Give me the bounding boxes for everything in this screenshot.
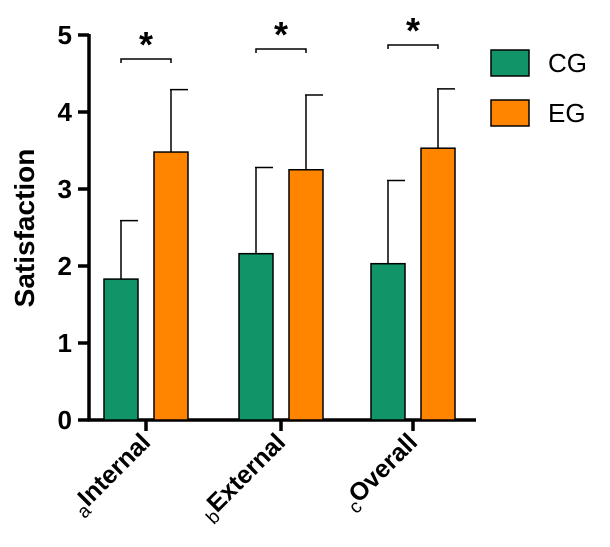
significance-bracket — [387, 44, 439, 49]
legend-label-cg: CG — [548, 48, 587, 78]
significance-star: * — [406, 10, 420, 51]
bar-cg-external — [238, 252, 274, 421]
y-axis: 0 1 2 3 4 5 — [58, 20, 476, 435]
significance-bracket — [120, 58, 172, 63]
significance-bracket — [255, 48, 307, 53]
significance-star: * — [139, 24, 153, 65]
bars — [103, 147, 456, 421]
y-tick-label: 5 — [58, 20, 72, 50]
legend-swatch-cg — [490, 49, 530, 77]
y-axis-label: Satisfaction — [9, 149, 40, 308]
x-axis-labels: aInternal bExternal cOverall — [65, 428, 427, 529]
y-tick-label: 2 — [58, 251, 72, 281]
x-label-external: bExternal — [194, 428, 295, 529]
significance-star: * — [274, 14, 288, 55]
error-bars — [120, 88, 455, 280]
legend-swatch-eg — [490, 99, 530, 127]
x-label-text: External — [201, 428, 291, 518]
bar-cg-internal — [103, 278, 139, 421]
y-tick-label: 3 — [58, 174, 72, 204]
significance-markers: * * * — [120, 10, 439, 65]
x-label-internal: aInternal — [65, 428, 160, 523]
bar-cg-overall — [370, 262, 406, 421]
x-label-overall: cOverall — [337, 428, 427, 518]
legend: CG EG — [490, 48, 587, 128]
x-label-text: Overall — [343, 428, 423, 508]
bar-eg-overall — [420, 147, 456, 421]
y-tick-label: 0 — [58, 405, 72, 435]
bar-eg-internal — [153, 151, 189, 421]
x-label-text: Internal — [72, 428, 156, 512]
y-tick-label: 4 — [58, 97, 73, 127]
legend-label-eg: EG — [548, 98, 586, 128]
bar-eg-external — [288, 169, 324, 421]
y-tick-label: 1 — [58, 328, 72, 358]
